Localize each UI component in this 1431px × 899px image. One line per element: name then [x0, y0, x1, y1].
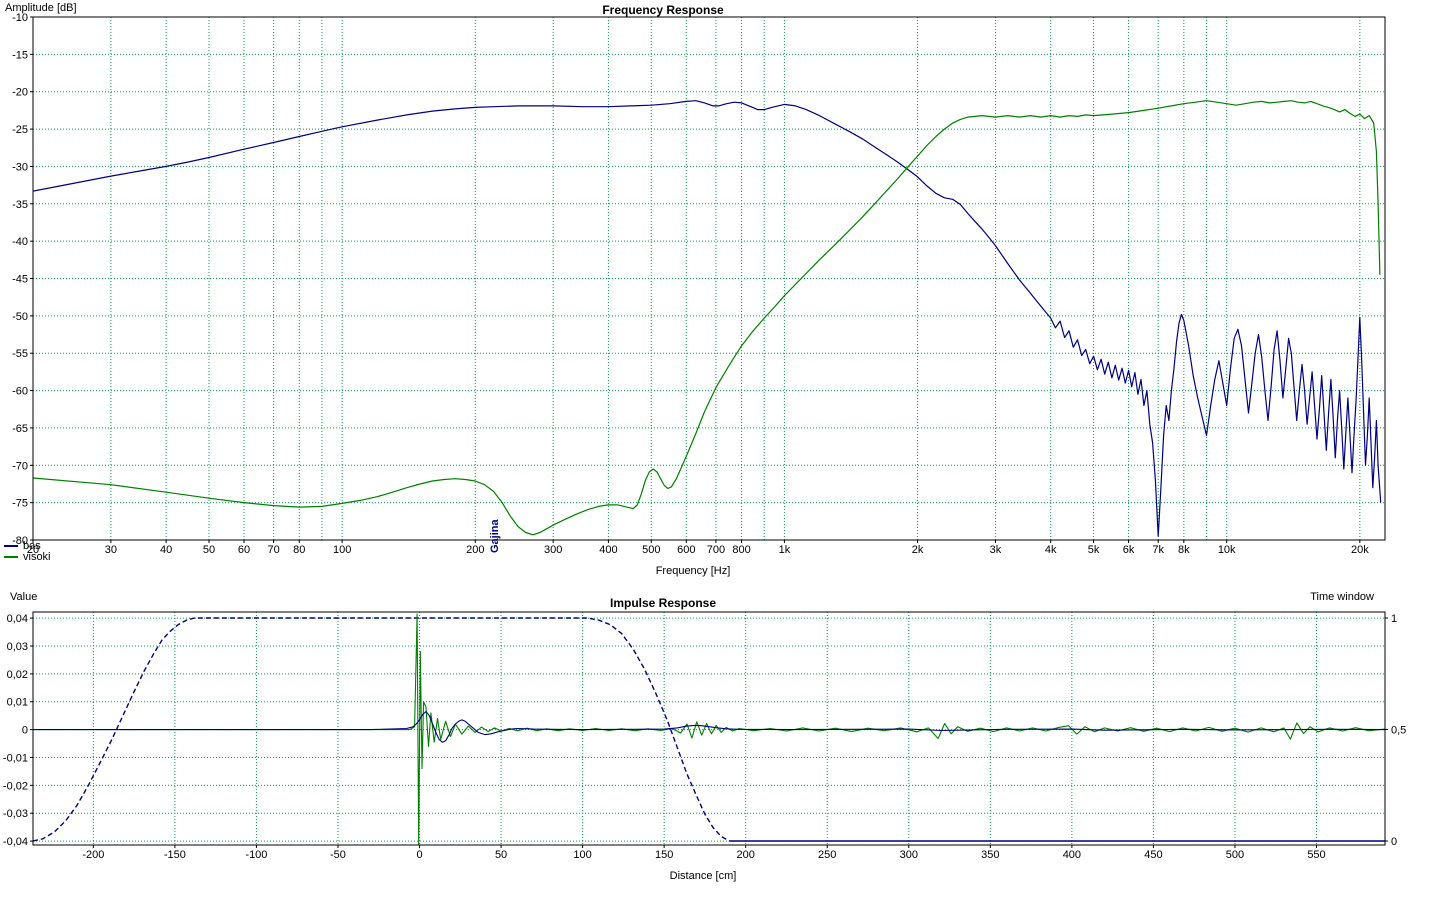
svg-text:100: 100 [573, 849, 591, 861]
ir-chart: -200 -150 -100 -50 0 50 100 150 200 250 300 350 400 4… [3, 611, 1406, 861]
svg-text:-75: -75 [12, 498, 28, 510]
legend-item-bas: bas [4, 540, 41, 552]
svg-text:-0,02: -0,02 [3, 780, 28, 792]
visoki-legend-line-icon [4, 556, 18, 558]
legend-item-visoki: visoki [4, 551, 51, 563]
fr-curve-visoki [33, 100, 1381, 536]
svg-text:-0,04: -0,04 [3, 836, 28, 848]
ir-tick-labels: -200 -150 -100 -50 0 50 100 150 200 250 300 350 400 4… [3, 613, 1406, 861]
svg-text:-100: -100 [245, 849, 267, 861]
svg-text:400: 400 [599, 544, 617, 556]
svg-text:-30: -30 [12, 161, 28, 173]
svg-text:-150: -150 [164, 849, 186, 861]
svg-text:200: 200 [737, 849, 755, 861]
svg-text:-65: -65 [12, 423, 28, 435]
svg-text:10k: 10k [1218, 544, 1236, 556]
visoki-legend-label: visoki [23, 551, 51, 563]
svg-text:250: 250 [818, 849, 836, 861]
svg-text:-0,03: -0,03 [3, 808, 28, 820]
svg-text:-55: -55 [12, 348, 28, 360]
svg-text:400: 400 [1063, 849, 1081, 861]
svg-text:2k: 2k [912, 544, 924, 556]
svg-text:300: 300 [544, 544, 562, 556]
svg-text:60: 60 [238, 544, 250, 556]
svg-text:350: 350 [981, 849, 999, 861]
svg-text:150: 150 [655, 849, 673, 861]
ir-curve-bas [33, 710, 1385, 743]
fr-curve-bas [33, 100, 1382, 537]
fr-curves [33, 100, 1382, 537]
svg-text:-60: -60 [12, 386, 28, 398]
svg-text:-35: -35 [12, 199, 28, 211]
svg-text:-45: -45 [12, 274, 28, 286]
svg-text:500: 500 [1226, 849, 1244, 861]
svg-text:-70: -70 [12, 460, 28, 472]
svg-text:-0,01: -0,01 [3, 752, 28, 764]
svg-text:1: 1 [1391, 613, 1397, 625]
svg-text:-15: -15 [12, 49, 28, 61]
bas-legend-label: bas [23, 540, 41, 552]
svg-text:100: 100 [333, 544, 351, 556]
svg-text:-40: -40 [12, 236, 28, 248]
svg-text:20k: 20k [1351, 544, 1369, 556]
impulse-response-title: Impulse Response [609, 596, 717, 610]
svg-text:-50: -50 [330, 849, 346, 861]
fr-y-axis-title: Amplitude [dB] [5, 2, 77, 14]
svg-text:0,04: 0,04 [7, 613, 28, 625]
svg-text:0: 0 [22, 725, 28, 737]
svg-text:70: 70 [268, 544, 280, 556]
ir-plot-border [32, 611, 1386, 846]
fr-x-axis-title: Frequency [Hz] [655, 565, 731, 577]
svg-text:6k: 6k [1123, 544, 1135, 556]
svg-text:5k: 5k [1088, 544, 1100, 556]
ir-curves [33, 613, 1385, 845]
svg-text:-200: -200 [82, 849, 104, 861]
svg-text:0,02: 0,02 [7, 669, 28, 681]
svg-text:4k: 4k [1045, 544, 1057, 556]
svg-text:30: 30 [105, 544, 117, 556]
fr-tick-labels: 20 30 40 50 60 70 80 100 200 300 400 500 600 700 800 1k… [12, 12, 1369, 556]
ir-curve-visoki [33, 613, 1385, 845]
svg-text:40: 40 [160, 544, 172, 556]
svg-text:20: 20 [27, 544, 39, 556]
svg-text:50: 50 [495, 849, 507, 861]
ir-y-axis-title: Value [10, 591, 38, 603]
svg-text:0: 0 [1391, 836, 1397, 848]
svg-text:800: 800 [732, 544, 750, 556]
svg-text:450: 450 [1144, 849, 1162, 861]
svg-text:600: 600 [677, 544, 695, 556]
svg-text:200: 200 [466, 544, 484, 556]
svg-text:-20: -20 [12, 87, 28, 99]
fr-annotation: Gajina [489, 519, 501, 553]
svg-text:50: 50 [203, 544, 215, 556]
ir-curve-time-window [33, 617, 730, 842]
svg-text:0,01: 0,01 [7, 697, 28, 709]
svg-text:-10: -10 [12, 12, 28, 24]
svg-text:550: 550 [1307, 849, 1325, 861]
svg-text:-50: -50 [12, 311, 28, 323]
svg-text:500: 500 [642, 544, 660, 556]
frequency-response-title: Frequency Response [602, 3, 724, 17]
svg-text:8k: 8k [1178, 544, 1190, 556]
svg-text:700: 700 [707, 544, 725, 556]
svg-text:0,03: 0,03 [7, 641, 28, 653]
ir-x-axis-title: Distance [cm] [669, 870, 737, 882]
svg-text:1k: 1k [779, 544, 791, 556]
svg-text:300: 300 [900, 849, 918, 861]
fr-chart: 20 30 40 50 60 70 80 100 200 300 400 500 600 700 800 1k… [12, 12, 1386, 556]
svg-text:0,5: 0,5 [1391, 725, 1406, 737]
bas-legend-line-icon [4, 545, 18, 547]
svg-text:7k: 7k [1152, 544, 1164, 556]
svg-text:80: 80 [293, 544, 305, 556]
svg-text:-25: -25 [12, 124, 28, 136]
svg-text:0: 0 [416, 849, 422, 861]
ir-right-axis-title: Time window [1310, 591, 1374, 603]
svg-text:3k: 3k [990, 544, 1002, 556]
svg-text:-80: -80 [12, 535, 28, 547]
fr-grid [33, 17, 1385, 540]
